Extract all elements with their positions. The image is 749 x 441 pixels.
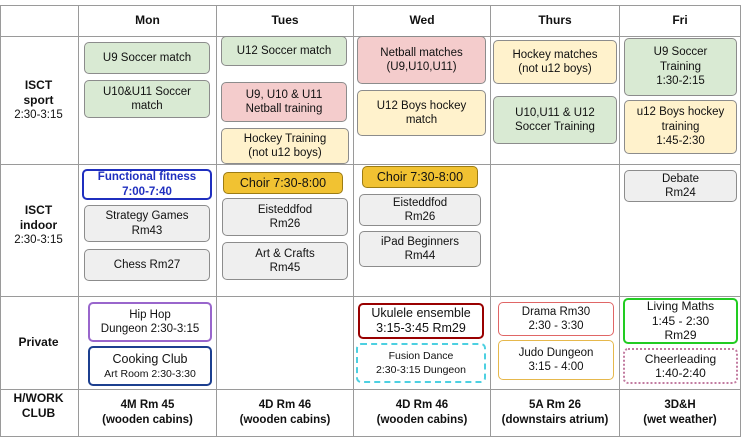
row-label-indoor: ISCT indoor 2:30-3:15 [14,203,63,246]
grid-line [0,389,741,390]
activity-card-hockey-matches: Hockey matches (not u12 boys) [493,40,617,84]
activity-card-living-maths: Living Maths 1:45 - 2:30 Rm29 [623,298,738,344]
row-label-sport: ISCT sport 2:30-3:15 [14,78,63,121]
day-header-wed: Wed [409,13,435,27]
grid-line [216,5,217,437]
activity-card-eisteddfod-tues: Eisteddfod Rm26 [222,198,348,236]
homework-club-fri: 3D&H (wet weather) [620,390,740,436]
activity-card-choir-wed: Choir 7:30-8:00 [362,166,478,188]
homework-club-wed: 4D Rm 46 (wooden cabins) [354,390,490,436]
day-header-tues: Tues [271,13,299,27]
day-header-mon: Mon [135,13,160,27]
cooking-club-detail: Art Room 2:30-3:30 [104,368,196,380]
activity-card-cooking-club: Cooking Club Art Room 2:30-3:30 [88,346,212,386]
activity-card-u10-u11-soccer: U10&U11 Soccer match [84,80,210,118]
activity-card-u12-soccer: U12 Soccer match [221,36,347,66]
activity-card-strategy-games: Strategy Games Rm43 [84,205,210,242]
grid-line [0,5,741,6]
activity-card-debate: Debate Rm24 [624,170,737,202]
activity-card-u9-soccer-training: U9 Soccer Training 1:30-2:15 [624,38,737,96]
grid-line [353,5,354,437]
grid-line [619,5,620,437]
activity-card-ipad-beginners: iPad Beginners Rm44 [359,231,481,267]
homework-room: 5A Rm 26 [529,399,581,411]
activity-card-eisteddfod-wed: Eisteddfod Rm26 [359,194,481,226]
homework-place: (downstairs atrium) [501,414,609,426]
homework-room: 3D&H [664,399,696,411]
day-header-fri: Fri [672,13,688,27]
activity-card-chess: Chess Rm27 [84,249,210,281]
grid-line [740,5,741,437]
activity-card-functional-fitness: Functional fitness 7:00-7:40 [82,169,212,200]
activity-card-fusion-dance: Fusion Dance 2:30-3:15 Dungeon [356,343,486,383]
activity-card-u9-soccer: U9 Soccer match [84,42,210,74]
row-label-private: Private [18,335,59,349]
homework-club-tues: 4D Rm 46 (wooden cabins) [217,390,353,436]
grid-line [0,436,741,437]
homework-room: 4D Rm 46 [258,399,312,411]
cooking-club-title: Cooking Club [112,352,188,366]
grid-line [490,5,491,437]
activity-card-drama: Drama Rm30 2:30 - 3:30 [498,302,614,336]
activity-card-art-crafts: Art & Crafts Rm45 [222,242,348,280]
activity-card-hockey-training: Hockey Training (not u12 boys) [221,128,349,164]
activity-card-u12-boys-hockey-training: u12 Boys hockey training 1:45-2:30 [624,100,737,154]
activity-card-choir-tues: Choir 7:30-8:00 [223,172,343,194]
homework-place: (wooden cabins) [239,414,331,426]
homework-place: (wooden cabins) [102,414,193,426]
activity-card-netball-training: U9, U10 & U11 Netball training [221,82,347,122]
homework-room: 4M Rm 45 [120,399,175,411]
day-header-thurs: Thurs [538,13,572,27]
activity-card-soccer-training: U10,U11 & U12 Soccer Training [493,96,617,144]
homework-club-mon: 4M Rm 45 (wooden cabins) [79,390,216,436]
grid-line [0,5,1,437]
grid-line [0,164,741,165]
activity-card-cheerleading: Cheerleading 1:40-2:40 [623,348,738,384]
homework-room: 4D Rm 46 [395,399,449,411]
homework-place: (wet weather) [643,414,717,426]
activity-card-judo: Judo Dungeon 3:15 - 4:00 [498,340,614,380]
homework-place: (wooden cabins) [376,414,468,426]
activity-card-ukulele-ensemble: Ukulele ensemble 3:15-3:45 Rm29 [358,303,484,339]
activity-card-netball-matches: Netball matches (U9,U10,U11) [357,36,486,84]
homework-club-thurs: 5A Rm 26 (downstairs atrium) [491,390,619,436]
grid-line [0,296,741,297]
row-label-homework: H/WORK CLUB [13,391,64,420]
activity-card-u12-boys-hockey: U12 Boys hockey match [357,90,486,136]
activity-card-hip-hop: Hip Hop Dungeon 2:30-3:15 [88,302,212,342]
grid-line [78,5,79,437]
